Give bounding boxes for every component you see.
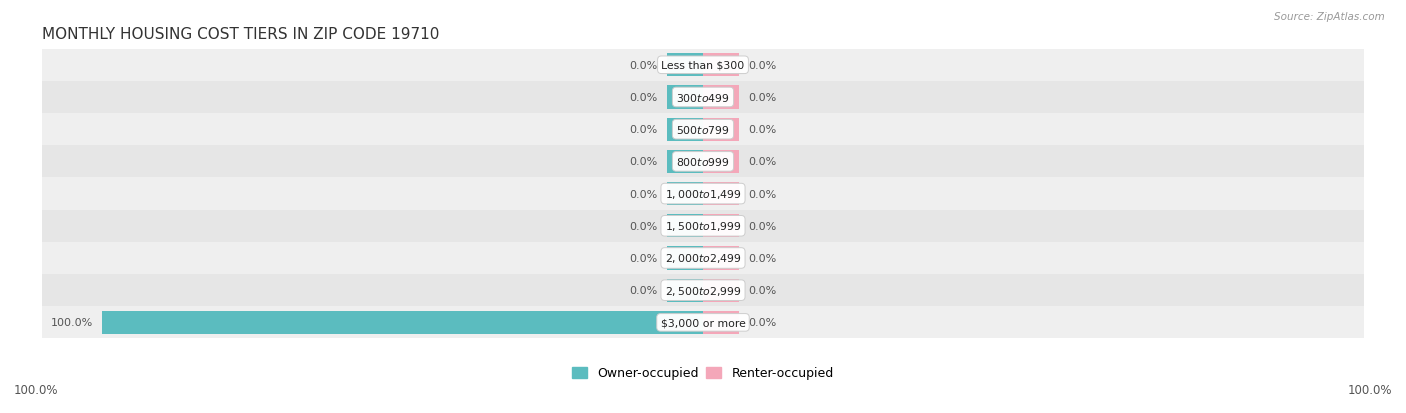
Bar: [666, 279, 703, 302]
Text: 0.0%: 0.0%: [748, 285, 776, 295]
Bar: [42, 82, 1364, 114]
Bar: [42, 210, 1364, 242]
Bar: [666, 150, 703, 173]
Bar: [666, 118, 703, 141]
Text: 0.0%: 0.0%: [748, 189, 776, 199]
Bar: [42, 50, 1364, 82]
Bar: [703, 86, 740, 109]
Text: 0.0%: 0.0%: [630, 125, 658, 135]
Text: 0.0%: 0.0%: [748, 157, 776, 167]
Text: 0.0%: 0.0%: [630, 285, 658, 295]
Bar: [703, 183, 740, 206]
Bar: [666, 54, 703, 77]
Legend: Owner-occupied, Renter-occupied: Owner-occupied, Renter-occupied: [568, 361, 838, 385]
Bar: [42, 146, 1364, 178]
Bar: [703, 311, 740, 334]
Text: 0.0%: 0.0%: [748, 93, 776, 103]
Text: $2,500 to $2,999: $2,500 to $2,999: [665, 284, 741, 297]
Text: 0.0%: 0.0%: [748, 221, 776, 231]
Bar: [703, 279, 740, 302]
Text: $3,000 or more: $3,000 or more: [661, 318, 745, 328]
Text: 0.0%: 0.0%: [630, 253, 658, 263]
Text: MONTHLY HOUSING COST TIERS IN ZIP CODE 19710: MONTHLY HOUSING COST TIERS IN ZIP CODE 1…: [42, 26, 440, 41]
Bar: [42, 114, 1364, 146]
Text: $300 to $499: $300 to $499: [676, 92, 730, 104]
Text: 0.0%: 0.0%: [630, 221, 658, 231]
Text: 0.0%: 0.0%: [630, 93, 658, 103]
Text: 0.0%: 0.0%: [630, 157, 658, 167]
Bar: [703, 150, 740, 173]
Bar: [703, 118, 740, 141]
Bar: [666, 86, 703, 109]
Bar: [103, 311, 703, 334]
Text: $1,000 to $1,499: $1,000 to $1,499: [665, 188, 741, 201]
Text: 0.0%: 0.0%: [630, 189, 658, 199]
Bar: [703, 215, 740, 238]
Bar: [703, 54, 740, 77]
Text: Less than $300: Less than $300: [661, 61, 745, 71]
Text: 0.0%: 0.0%: [630, 61, 658, 71]
Text: $2,000 to $2,499: $2,000 to $2,499: [665, 252, 741, 265]
Text: 0.0%: 0.0%: [748, 318, 776, 328]
Text: 0.0%: 0.0%: [748, 125, 776, 135]
Bar: [42, 178, 1364, 210]
Text: 0.0%: 0.0%: [748, 253, 776, 263]
Text: $800 to $999: $800 to $999: [676, 156, 730, 168]
Text: 100.0%: 100.0%: [14, 384, 59, 396]
Bar: [42, 274, 1364, 306]
Text: Source: ZipAtlas.com: Source: ZipAtlas.com: [1274, 12, 1385, 22]
Bar: [666, 215, 703, 238]
Text: 0.0%: 0.0%: [748, 61, 776, 71]
Text: 100.0%: 100.0%: [1347, 384, 1392, 396]
Text: $1,500 to $1,999: $1,500 to $1,999: [665, 220, 741, 233]
Bar: [666, 247, 703, 270]
Bar: [42, 242, 1364, 274]
Bar: [703, 247, 740, 270]
Bar: [42, 306, 1364, 339]
Text: $500 to $799: $500 to $799: [676, 124, 730, 136]
Text: 100.0%: 100.0%: [51, 318, 93, 328]
Bar: [666, 183, 703, 206]
